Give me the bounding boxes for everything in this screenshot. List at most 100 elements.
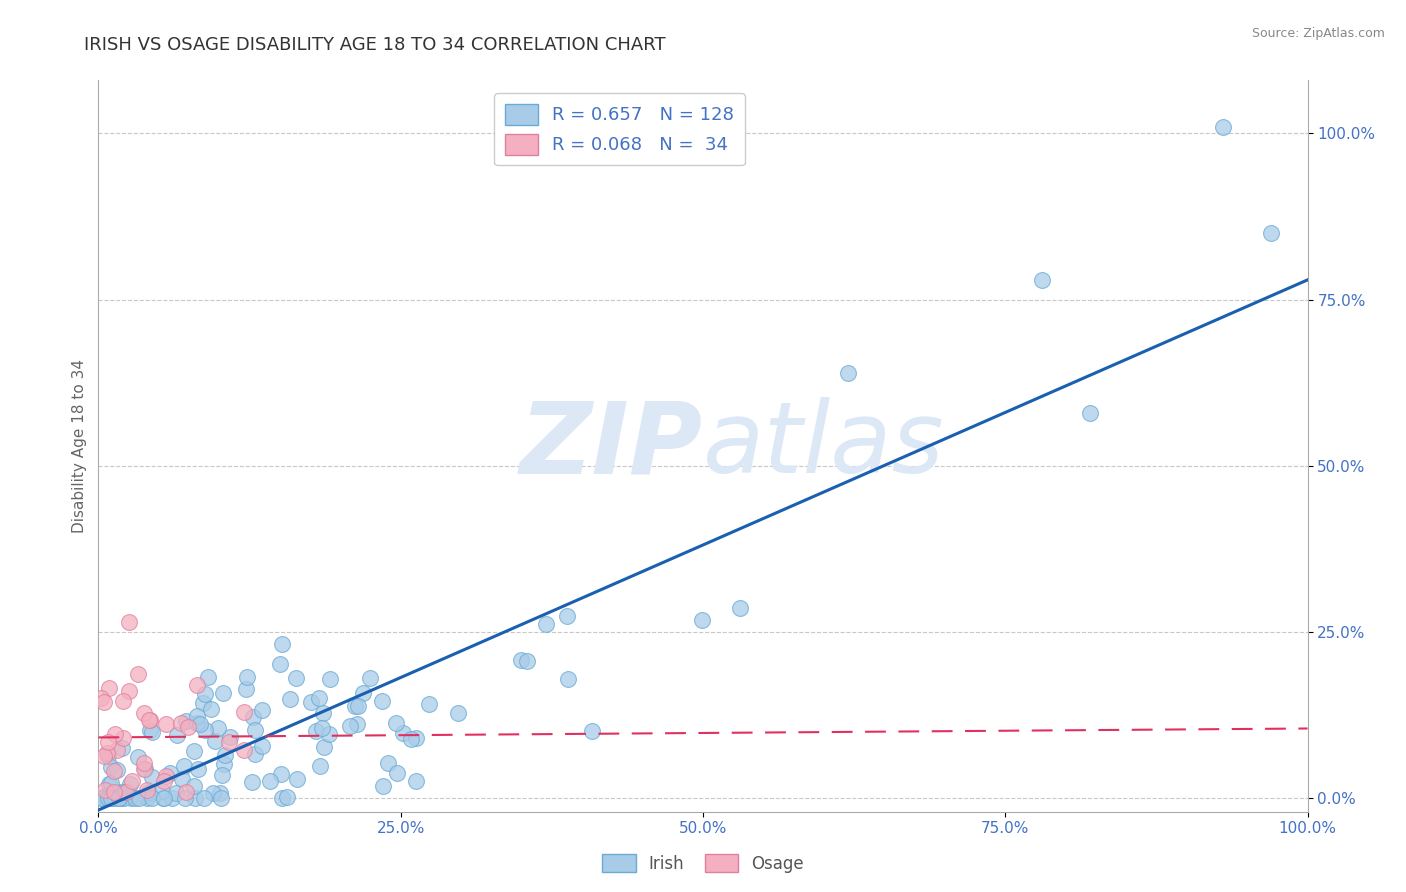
Point [155, 717, 177, 731]
Point [105, 786, 128, 800]
Point [212, 757, 235, 772]
Point [132, 756, 155, 770]
Point [138, 723, 160, 738]
Point [138, 785, 160, 799]
Point [343, 698, 366, 713]
Legend: R = 0.657   N = 128, R = 0.068   N =  34: R = 0.657 N = 128, R = 0.068 N = 34 [495, 93, 745, 165]
Point [94, 791, 117, 805]
Point [312, 706, 335, 720]
Point [371, 780, 394, 794]
Point [193, 696, 215, 710]
Point [211, 767, 233, 781]
Point [214, 747, 236, 762]
Point [138, 713, 160, 727]
Point [93, 791, 115, 805]
Point [1031, 273, 1053, 287]
Point [121, 774, 143, 789]
Point [118, 615, 141, 630]
Text: Source: ZipAtlas.com: Source: ZipAtlas.com [1251, 27, 1385, 40]
Point [93, 695, 115, 709]
Point [100, 791, 122, 805]
Point [176, 785, 198, 799]
Point [211, 686, 233, 700]
Point [91, 791, 114, 805]
Point [186, 677, 208, 691]
Point [384, 715, 406, 730]
Point [132, 762, 155, 776]
Point [377, 756, 399, 770]
Point [240, 775, 263, 789]
Point [183, 744, 205, 758]
Point [536, 617, 558, 632]
Point [284, 671, 307, 685]
Point [141, 791, 163, 805]
Point [160, 791, 183, 805]
Point [100, 776, 122, 790]
Point [112, 791, 135, 805]
Point [127, 749, 149, 764]
Point [308, 691, 330, 706]
Point [309, 759, 332, 773]
Point [96, 788, 118, 802]
Point [100, 791, 122, 805]
Point [188, 716, 211, 731]
Point [557, 672, 579, 686]
Point [271, 637, 294, 651]
Point [155, 769, 177, 783]
Point [159, 765, 181, 780]
Point [312, 739, 335, 754]
Point [97, 681, 120, 696]
Point [352, 686, 374, 700]
Text: IRISH VS OSAGE DISABILITY AGE 18 TO 34 CORRELATION CHART: IRISH VS OSAGE DISABILITY AGE 18 TO 34 C… [84, 36, 666, 54]
Point [311, 721, 333, 735]
Point [97, 791, 120, 805]
Point [177, 720, 200, 734]
Point [236, 670, 259, 684]
Point [269, 657, 291, 671]
Point [193, 791, 215, 805]
Point [110, 791, 132, 805]
Point [209, 786, 232, 800]
Point [170, 716, 193, 731]
Point [100, 759, 122, 773]
Point [117, 683, 139, 698]
Point [97, 735, 120, 749]
Point [184, 790, 207, 805]
Point [183, 779, 205, 793]
Point [197, 670, 219, 684]
Point [112, 693, 135, 707]
Point [96, 746, 118, 760]
Point [510, 653, 533, 667]
Point [153, 791, 176, 805]
Point [105, 743, 128, 757]
Point [405, 774, 427, 789]
Point [111, 731, 134, 745]
Point [252, 703, 274, 717]
Point [90, 691, 112, 706]
Legend: Irish, Osage: Irish, Osage [596, 847, 810, 880]
Point [250, 739, 273, 753]
Point [153, 774, 176, 789]
Point [128, 791, 150, 805]
Text: atlas: atlas [703, 398, 945, 494]
Point [120, 791, 142, 805]
Point [339, 719, 361, 733]
Point [318, 726, 340, 740]
Point [187, 762, 209, 776]
Point [346, 717, 368, 731]
Point [136, 782, 159, 797]
Point [194, 723, 217, 738]
Point [127, 666, 149, 681]
Point [319, 672, 342, 686]
Point [405, 731, 427, 746]
Point [299, 694, 322, 708]
Point [139, 713, 162, 727]
Point [242, 710, 264, 724]
Point [232, 743, 254, 757]
Point [1260, 226, 1282, 240]
Point [150, 783, 173, 797]
Point [243, 747, 266, 761]
Point [392, 726, 415, 740]
Point [245, 723, 267, 737]
Point [200, 702, 222, 716]
